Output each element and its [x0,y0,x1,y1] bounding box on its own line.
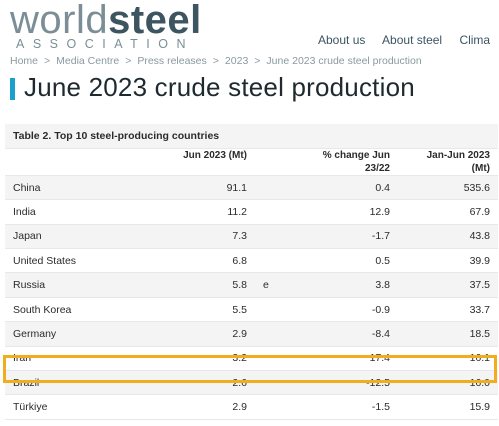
jun-2023-cell: 2.6 [133,370,255,396]
jan-jun-cell: 535.6 [398,175,498,201]
logo-subtitle: ASSOCIATION [16,37,195,51]
breadcrumb-separator: > [254,55,261,67]
header-jun-2023: Jun 2023 (Mt) [133,148,255,176]
top-navigation: About us About steel Clima [318,33,499,47]
country-cell: Iran [5,346,133,372]
breadcrumb: Home > Media Centre > Press releases >2023 > Ju… [10,55,422,67]
breadcrumb-media-centre[interactable]: Media Centre [56,55,120,67]
country-cell: United States [5,248,133,274]
pct-change-cell: -1.7 [285,224,398,250]
pct-change-cell: 17.4 [285,346,398,372]
country-cell: Japan [5,224,133,250]
breadcrumb-press-releases[interactable]: Press releases [137,55,207,67]
table-row: Iran 3.2 17.4 16.1 [5,346,498,372]
worldsteel-logo[interactable]: worldsteel ASSOCIATION [10,0,202,51]
breadcrumb-separator: > [125,55,132,67]
estimate-flag-cell [255,199,285,225]
pct-change-cell: -1.5 [285,394,398,420]
jun-2023-cell: 2.9 [133,321,255,347]
estimate-flag-cell [255,370,285,396]
estimate-flag-cell [255,224,285,250]
title-accent-bar [10,78,15,100]
table-row: Germany 2.9 -8.4 18.5 [5,321,498,347]
estimate-flag-cell [255,297,285,323]
pct-change-cell: 12.9 [285,199,398,225]
jan-jun-cell: 16.0 [398,370,498,396]
table-row: India 11.2 12.9 67.9 [5,199,498,225]
header-ytd-line2: (Mt) [471,162,490,174]
jan-jun-cell: 67.9 [398,199,498,225]
pct-change-cell: -12.5 [285,370,398,396]
jun-2023-cell: 5.5 [133,297,255,323]
estimate-flag-cell [255,394,285,420]
pct-change-cell: -0.9 [285,297,398,323]
breadcrumb-separator: > [212,55,219,67]
nav-about-steel[interactable]: About steel [382,33,443,47]
estimate-flag-cell [255,346,285,372]
nav-climate[interactable]: Clima [459,33,491,47]
pct-change-cell: -8.4 [285,321,398,347]
estimate-flag-cell [255,248,285,274]
nav-about-us[interactable]: About us [318,33,366,47]
estimate-flag-cell [255,321,285,347]
table-row: Japan 7.3 -1.7 43.8 [5,224,498,250]
breadcrumb-separator: > [44,55,51,67]
jan-jun-cell: 39.9 [398,248,498,274]
country-cell: Russia [5,272,133,298]
jun-2023-cell: 6.8 [133,248,255,274]
header-pct-change: % change Jun 23/22 [285,148,398,176]
jan-jun-cell: 33.7 [398,297,498,323]
pct-change-cell: 0.5 [285,248,398,274]
table-row: Russia 5.8 e 3.8 37.5 [5,272,498,298]
header-ytd-line1: Jan-Jun 2023 [426,149,490,161]
country-cell: China [5,175,133,201]
breadcrumb-2023[interactable]: 2023 [224,55,249,67]
country-cell: India [5,199,133,225]
estimate-flag-cell [255,175,285,201]
country-cell: Brazil [5,370,133,396]
table-caption: Table 2. Top 10 steel-producing countrie… [5,124,498,149]
jun-2023-cell: 5.8 [133,272,255,298]
header-flag [255,148,285,176]
jun-2023-cell: 7.3 [133,224,255,250]
table-row: South Korea 5.5 -0.9 33.7 [5,297,498,323]
jun-2023-cell: 2.9 [133,394,255,420]
pct-change-cell: 3.8 [285,272,398,298]
breadcrumb-home[interactable]: Home [10,55,39,67]
logo-text-bold: steel [108,0,202,42]
table-row: United States 6.8 0.5 39.9 [5,248,498,274]
table-header-row: Jun 2023 (Mt) % change Jun 23/22 Jan-Jun … [5,148,498,176]
jan-jun-cell: 18.5 [398,321,498,347]
jan-jun-cell: 15.9 [398,394,498,420]
jan-jun-cell: 37.5 [398,272,498,298]
jan-jun-cell: 43.8 [398,224,498,250]
steel-production-table: Table 2. Top 10 steel-producing countrie… [5,124,498,420]
country-cell: Germany [5,321,133,347]
page-title: June 2023 crude steel production [24,72,415,102]
table-body: China 91.1 0.4 535.6 India 11.2 12.9 67.9 Japan 7… [5,175,498,420]
jun-2023-cell: 91.1 [133,175,255,201]
header-pct-change-line1: % change Jun [322,149,390,161]
logo-text-light: world [10,0,109,42]
jun-2023-cell: 3.2 [133,346,255,372]
jan-jun-cell: 16.1 [398,346,498,372]
estimate-flag-cell: e [255,272,285,298]
jun-2023-cell: 11.2 [133,199,255,225]
country-cell: South Korea [5,297,133,323]
table-caption-row: Table 2. Top 10 steel-producing countrie… [5,124,498,149]
table-row: China 91.1 0.4 535.6 [5,175,498,201]
header-country [5,148,133,176]
table-row: Brazil 2.6 -12.5 16.0 [5,370,498,396]
table-row: Türkiye 2.9 -1.5 15.9 [5,394,498,420]
header-pct-change-line2: 23/22 [364,162,390,174]
country-cell: Türkiye [5,394,133,420]
pct-change-cell: 0.4 [285,175,398,201]
breadcrumb-current: June 2023 crude steel production [266,55,422,67]
header-jan-jun-2023: Jan-Jun 2023 (Mt) [398,148,498,176]
